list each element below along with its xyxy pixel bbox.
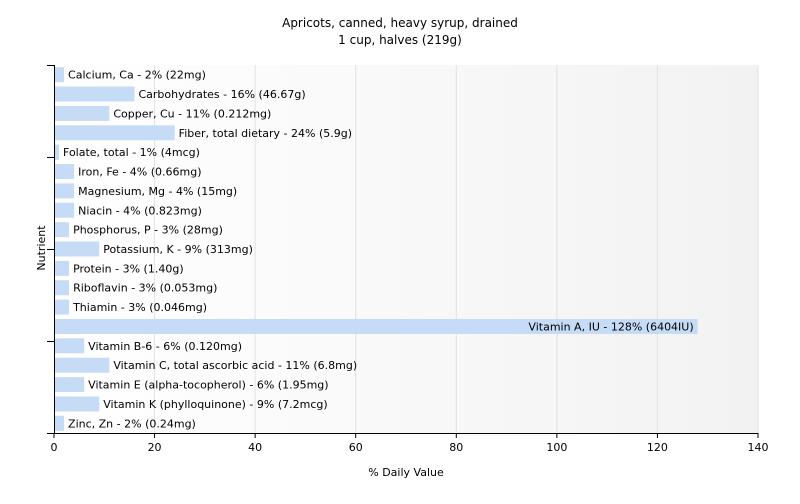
x-tick-label: 120 xyxy=(647,441,668,454)
bar xyxy=(54,299,70,315)
bar xyxy=(54,86,135,102)
bar-label: Niacin - 4% (0.823mg) xyxy=(78,204,202,217)
bar xyxy=(54,222,70,238)
bar xyxy=(54,280,70,296)
bar xyxy=(54,338,85,354)
bar xyxy=(54,415,65,431)
x-tick-label: 140 xyxy=(748,441,769,454)
x-tick-label: 100 xyxy=(546,441,567,454)
axes xyxy=(47,65,758,434)
bar-labels: Calcium, Ca - 2% (22mg) Carbohydrates - 1… xyxy=(63,69,694,431)
bar xyxy=(54,241,100,257)
bar xyxy=(54,164,75,180)
y-axis-label: Nutrient xyxy=(35,225,48,271)
bar-label: Vitamin K (phylloquinone) - 9% (7.2mcg) xyxy=(103,398,327,411)
x-tick-label: 40 xyxy=(248,441,262,454)
x-tick-label: 0 xyxy=(51,441,58,454)
chart-title: Apricots, canned, heavy syrup, drained xyxy=(282,16,518,30)
bar-label: Vitamin E (alpha-tocopherol) - 6% (1.95m… xyxy=(88,379,328,392)
bar-label: Vitamin A, IU - 128% (6404IU) xyxy=(528,320,693,333)
bar-label: Phosphorus, P - 3% (28mg) xyxy=(73,224,223,237)
bar-label: Vitamin B-6 - 6% (0.120mg) xyxy=(88,340,242,353)
bar-label: Potassium, K - 9% (313mg) xyxy=(103,243,253,256)
bar-label: Protein - 3% (1.40g) xyxy=(73,262,184,275)
x-axis-label: % Daily Value xyxy=(368,466,444,479)
bar-label: Zinc, Zn - 2% (0.24mg) xyxy=(68,417,196,430)
x-tick-label: 60 xyxy=(349,441,363,454)
bar-label: Iron, Fe - 4% (0.66mg) xyxy=(78,166,201,179)
bar xyxy=(54,260,70,276)
bar-label: Calcium, Ca - 2% (22mg) xyxy=(68,69,206,82)
bar-label: Copper, Cu - 11% (0.212mg) xyxy=(113,107,271,120)
bar-label: Vitamin C, total ascorbic acid - 11% (6.… xyxy=(113,359,357,372)
bar xyxy=(54,183,75,199)
bar-label: Magnesium, Mg - 4% (15mg) xyxy=(78,185,237,198)
bar xyxy=(54,125,175,141)
chart-subtitle: 1 cup, halves (219g) xyxy=(338,33,462,47)
bar xyxy=(54,67,65,83)
x-ticks: 0 20 40 60 80 100 120 140 xyxy=(51,433,769,454)
bar-label: Folate, total - 1% (4mcg) xyxy=(63,146,200,159)
bar xyxy=(54,377,85,393)
bar-label: Riboflavin - 3% (0.053mg) xyxy=(73,282,217,295)
bar-label: Fiber, total dietary - 24% (5.9g) xyxy=(179,127,352,140)
bar xyxy=(54,105,110,121)
x-tick-label: 20 xyxy=(148,441,162,454)
x-tick-label: 80 xyxy=(449,441,463,454)
bar-label: Carbohydrates - 16% (46.67g) xyxy=(138,88,305,101)
bar xyxy=(54,202,75,218)
bar-label: Thiamin - 3% (0.046mg) xyxy=(72,301,207,314)
bar xyxy=(54,357,110,373)
bars xyxy=(54,67,698,431)
bar xyxy=(54,144,60,160)
bar xyxy=(54,318,698,334)
bar xyxy=(54,396,100,412)
